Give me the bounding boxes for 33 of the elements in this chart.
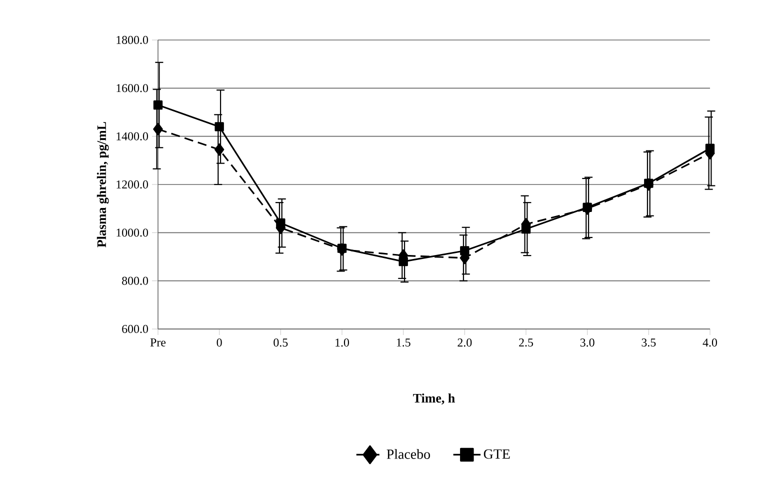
- legend-label: Placebo: [386, 449, 430, 459]
- x-tick-label: 3.0: [580, 338, 594, 347]
- x-tick-label: Pre: [150, 338, 166, 346]
- point: [337, 244, 347, 253]
- x-tick-label: 1.0: [336, 338, 350, 347]
- point: [153, 122, 163, 136]
- x-tick-label: 3.5: [642, 338, 656, 347]
- y-axis-title: Plasma ghrelin, pg/mL: [96, 122, 109, 248]
- x-tick-label: 0: [216, 338, 222, 347]
- x-axis-title: Time, h: [413, 393, 455, 404]
- point: [460, 246, 470, 256]
- y-tick-label: 1200.0: [116, 180, 148, 189]
- x-tick-label: 1.5: [396, 338, 410, 347]
- y-tick-label: 1400.0: [116, 132, 148, 140]
- x-tick-label: 2.0: [458, 338, 472, 347]
- x-tick-label: 2.5: [519, 338, 534, 347]
- point: [398, 256, 408, 266]
- x-tick-label: 4.0: [702, 338, 718, 347]
- point: [582, 202, 592, 212]
- point: [705, 144, 715, 153]
- y-tick-label: 1600.0: [116, 84, 148, 92]
- point: [214, 143, 224, 156]
- point: [214, 122, 224, 132]
- y-tick-label: 1800.0: [116, 36, 148, 44]
- legend-label: GTE: [484, 449, 510, 459]
- y-tick-label: 1000.0: [116, 228, 148, 237]
- point: [153, 100, 163, 110]
- y-tick-label: 800.0: [122, 276, 148, 285]
- y-tick-label: 600.0: [122, 324, 148, 334]
- point: [276, 218, 286, 228]
- x-tick-label: 0.5: [274, 338, 288, 347]
- point: [521, 224, 531, 234]
- point: [644, 178, 654, 188]
